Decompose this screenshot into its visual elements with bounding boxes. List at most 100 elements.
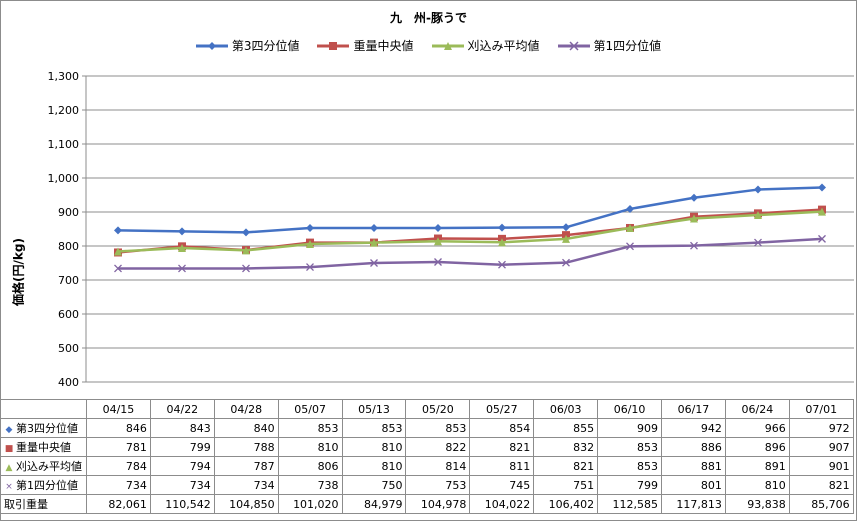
x-tick-label: 04/22 (149, 399, 215, 419)
table-row: ◆ 第3四分位値 846 843 840 853 853 853 854 855 909 942 966… (0, 418, 854, 438)
table-cell: 901 (788, 456, 854, 476)
point-diamond (114, 226, 122, 235)
point-triangle (498, 238, 506, 247)
row-label-text: 刈込み平均値 (16, 460, 82, 473)
table-cell: 104,850 (213, 494, 279, 514)
series-line-3 (118, 237, 823, 270)
y-tick-label: 600 (58, 308, 79, 321)
y-tick-label: 800 (58, 240, 79, 253)
point-x (242, 264, 250, 273)
table-cell: 821 (469, 437, 535, 457)
point-diamond (306, 223, 314, 232)
point-diamond (754, 185, 762, 194)
point-x (434, 258, 442, 266)
point-x (754, 238, 762, 247)
point-triangle (370, 238, 378, 247)
table-cell: 821 (788, 475, 854, 495)
table-row-label: ■ 重量中央値 (0, 437, 87, 457)
point-x (690, 241, 698, 250)
x-tick-label: 04/15 (86, 399, 151, 419)
table-cell: 85,706 (788, 494, 854, 514)
legend-label-trimmed-mean: 刈込み平均値 (467, 39, 540, 53)
point-triangle (626, 223, 634, 232)
point-x (626, 242, 634, 251)
table-cell: 806 (277, 456, 343, 476)
table-cell: 104,022 (469, 494, 535, 514)
table-cell: 799 (149, 437, 215, 457)
table-cell: 810 (724, 475, 790, 495)
x-tick-label: 04/28 (213, 399, 279, 419)
table-cell: 784 (86, 456, 151, 476)
data-table: 04/15 04/22 04/28 05/07 05/13 05/20 05/27 06/03… (0, 399, 854, 514)
table-cell: 840 (213, 418, 279, 438)
legend-label-q3: 第3四分位値 (231, 39, 300, 53)
legend: 第3四分位値 重量中央値 刈込み平均値 第1四分位値 (0, 37, 857, 54)
point-x (114, 264, 122, 273)
point-triangle (242, 246, 250, 255)
legend-key-icon: ▲ (5, 463, 13, 473)
legend-key-icon: ■ (4, 444, 14, 454)
table-cell: 101,020 (277, 494, 343, 514)
point-x (370, 259, 378, 267)
y-tick-label: 400 (58, 376, 79, 389)
table-row-label: ◆ 第3四分位値 (0, 418, 87, 438)
point-diamond (626, 204, 634, 213)
y-tick-label: 1,100 (48, 138, 80, 151)
table-cell: 814 (405, 456, 471, 476)
x-tick-label: 06/24 (724, 399, 790, 419)
legend-marker-triangle-icon (431, 41, 464, 50)
legend-key-icon: ◆ (5, 425, 13, 435)
chart-title: 九 州-豚うで (390, 11, 467, 25)
table-cell: 787 (213, 456, 279, 476)
point-triangle (306, 239, 314, 248)
point-x (178, 264, 186, 273)
x-tick-label: 06/10 (597, 399, 663, 419)
table-cell: 966 (724, 418, 790, 438)
table-header-row: 04/15 04/22 04/28 05/07 05/13 05/20 05/27 06/03… (0, 399, 854, 419)
x-tick-label: 05/20 (405, 399, 471, 419)
table-cell: 810 (341, 456, 407, 476)
y-tick-label: 1,000 (48, 172, 80, 185)
point-x (306, 263, 314, 272)
point-x (818, 234, 826, 243)
table-cell: 110,542 (149, 494, 215, 514)
table-row-label: × 第1四分位値 (0, 475, 87, 495)
point-triangle (434, 237, 442, 246)
table-cell: 909 (597, 418, 663, 438)
point-diamond (562, 223, 570, 232)
legend-item-q3: 第3四分位値 (195, 37, 300, 54)
table-cell: 811 (469, 456, 535, 476)
row-label-text: 重量中央値 (16, 441, 71, 454)
table-cell: 891 (724, 456, 790, 476)
table-cell: 745 (469, 475, 535, 495)
table-cell: 93,838 (724, 494, 790, 514)
point-diamond (178, 227, 186, 236)
table-cell: 106,402 (533, 494, 599, 514)
row-label-text: 取引重量 (4, 498, 48, 511)
table-cell: 734 (86, 475, 151, 495)
table-cell: 886 (661, 437, 726, 457)
table-cell: 896 (724, 437, 790, 457)
table-cell: 794 (149, 456, 215, 476)
legend-item-q1: 第1四分位値 (557, 37, 662, 54)
x-tick-label: 05/07 (277, 399, 343, 419)
table-cell: 734 (149, 475, 215, 495)
plot-area: 400 500 600 700 800 900 1,000 1,100 1,200 1,300 (48, 70, 854, 389)
table-row-label: 取引重量 (0, 494, 87, 514)
table-cell: 972 (788, 418, 854, 438)
y-tick-label: 700 (58, 274, 79, 287)
table-row: 取引重量 82,061 110,542 104,850 101,020 84,979 104… (0, 494, 854, 514)
legend-label-q1: 第1四分位値 (593, 39, 662, 53)
point-triangle (818, 207, 826, 216)
table-cell: 117,813 (661, 494, 726, 514)
row-label-text: 第1四分位値 (16, 479, 78, 492)
point-diamond (242, 228, 250, 237)
point-diamond (818, 183, 826, 192)
table-cell: 832 (533, 437, 599, 457)
table-cell: 853 (597, 437, 663, 457)
table-cell: 853 (341, 418, 407, 438)
x-tick-label: 06/03 (533, 399, 599, 419)
point-diamond (434, 223, 442, 232)
table-cell: 781 (86, 437, 151, 457)
table-cell: 853 (597, 456, 663, 476)
